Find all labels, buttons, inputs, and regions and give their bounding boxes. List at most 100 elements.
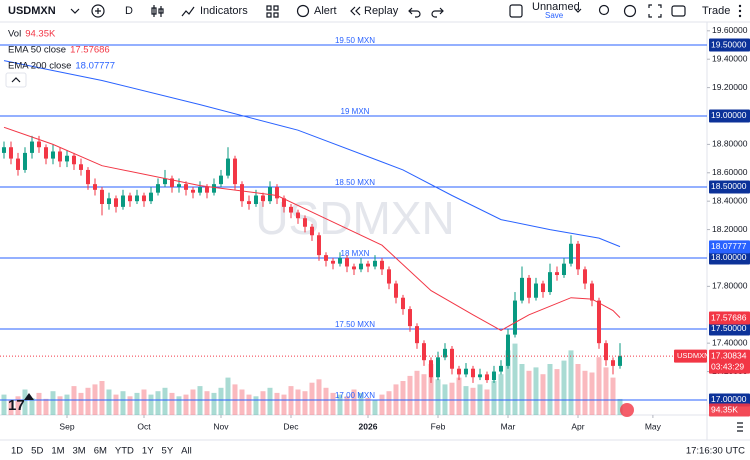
session-indicator[interactable] bbox=[620, 403, 634, 417]
candle-body bbox=[386, 269, 391, 284]
candle-body bbox=[449, 348, 454, 369]
volume-bar bbox=[50, 391, 56, 415]
volume-bar bbox=[274, 392, 280, 415]
volume-bar bbox=[1, 394, 7, 415]
range-button[interactable]: 1M bbox=[51, 446, 64, 457]
candle-body bbox=[337, 257, 342, 264]
alert-button[interactable]: Alert bbox=[314, 5, 337, 17]
y-tick-label: 18.60000 bbox=[712, 167, 748, 177]
range-button[interactable]: All bbox=[181, 446, 192, 457]
volume-bar bbox=[8, 399, 14, 415]
candle-body bbox=[372, 260, 377, 267]
candle-body bbox=[582, 269, 587, 284]
volume-bar bbox=[64, 394, 70, 415]
level-label: 18 MXN bbox=[341, 249, 370, 258]
candle-body bbox=[29, 141, 34, 153]
volume-bar bbox=[526, 370, 532, 415]
range-button[interactable]: 1Y bbox=[142, 446, 154, 457]
layout-name[interactable]: Unnamed bbox=[532, 1, 580, 13]
candle-body bbox=[36, 141, 41, 148]
legend-toggle[interactable] bbox=[5, 72, 27, 88]
volume-bar bbox=[435, 379, 441, 415]
candle-body bbox=[71, 155, 76, 165]
volume-bar bbox=[71, 386, 77, 415]
level-axis-label: 18.50000 bbox=[711, 181, 747, 191]
volume-bar bbox=[547, 364, 553, 415]
plot: 19.50 MXN 19 MXN 18.50 MXN 18 MXN 17.50 MXN 1… bbox=[0, 36, 707, 415]
last-price-box bbox=[709, 349, 750, 374]
volume-bar bbox=[456, 377, 462, 415]
candle-body bbox=[295, 212, 300, 219]
ema-price-tag-box bbox=[709, 240, 750, 254]
search-icon[interactable] bbox=[598, 4, 610, 16]
range-button[interactable]: 3M bbox=[73, 446, 86, 457]
volume-bar bbox=[22, 389, 28, 415]
x-tick-label: Mar bbox=[501, 421, 516, 431]
volume-bar bbox=[407, 375, 413, 415]
axis-settings-icon[interactable] bbox=[737, 422, 743, 432]
replay-icon[interactable] bbox=[350, 6, 361, 16]
ema-price-tag: 18.07777 bbox=[711, 241, 747, 251]
symbol-menu-icon[interactable] bbox=[70, 8, 80, 14]
fullscreen-icon[interactable] bbox=[648, 4, 662, 18]
candle-body bbox=[169, 178, 174, 187]
volume-bar bbox=[617, 398, 623, 415]
layout-checkbox[interactable] bbox=[509, 4, 523, 18]
save-status[interactable]: Save bbox=[545, 11, 564, 20]
legend-name: EMA 200 close bbox=[8, 61, 71, 72]
indicators-icon[interactable] bbox=[181, 6, 195, 17]
x-tick-label: Nov bbox=[213, 421, 229, 431]
snapshot-icon[interactable] bbox=[671, 5, 686, 17]
candle-body bbox=[498, 365, 503, 372]
layouts-icon[interactable] bbox=[266, 5, 279, 18]
candle-body bbox=[603, 343, 608, 361]
undo-icon[interactable] bbox=[408, 7, 421, 18]
candle-body bbox=[617, 355, 622, 366]
layout-menu-icon[interactable] bbox=[574, 8, 582, 13]
logo-mark bbox=[24, 393, 34, 400]
candle-body bbox=[519, 277, 524, 301]
range-button[interactable]: 5D bbox=[31, 446, 43, 457]
indicators-button[interactable]: Indicators bbox=[200, 5, 248, 17]
alert-icon[interactable] bbox=[296, 4, 310, 18]
volume-bar bbox=[169, 392, 175, 415]
candle-body bbox=[540, 283, 545, 293]
range-button[interactable]: YTD bbox=[115, 446, 134, 457]
level-label: 17.50 MXN bbox=[335, 320, 375, 329]
symbol[interactable]: USDMXN bbox=[8, 5, 56, 17]
chart-type-icon[interactable] bbox=[151, 5, 164, 17]
volume-bar bbox=[204, 391, 210, 415]
candle-body bbox=[141, 195, 146, 202]
candle-body bbox=[533, 283, 538, 298]
range-button[interactable]: 6M bbox=[94, 446, 107, 457]
volume-bar bbox=[484, 389, 490, 415]
candle-body bbox=[267, 186, 272, 202]
candle-body bbox=[22, 152, 27, 170]
replay-button[interactable]: Replay bbox=[364, 5, 399, 17]
candle-body bbox=[253, 195, 258, 205]
ema-price-tag-box bbox=[709, 311, 750, 325]
range-button[interactable]: 5Y bbox=[162, 446, 174, 457]
volume-bar bbox=[85, 387, 91, 415]
candle-body bbox=[204, 186, 209, 193]
candle-body bbox=[589, 283, 594, 301]
level-axis-label: 19.50000 bbox=[711, 39, 747, 49]
volume-bar bbox=[36, 392, 42, 415]
volume-bar bbox=[29, 398, 35, 415]
range-button[interactable]: 1D bbox=[11, 446, 23, 457]
settings-icon[interactable] bbox=[623, 4, 637, 18]
candle-body bbox=[99, 189, 104, 205]
redo-icon[interactable] bbox=[431, 7, 444, 18]
add-symbol-icon[interactable] bbox=[91, 4, 105, 18]
level-axis-label-box bbox=[709, 251, 750, 265]
y-tick-label: 18.40000 bbox=[712, 195, 748, 205]
volume-bar bbox=[253, 396, 259, 415]
volume-bar bbox=[113, 394, 119, 415]
candle-body bbox=[1, 147, 6, 153]
candle-body bbox=[491, 371, 496, 381]
candle-body bbox=[393, 283, 398, 298]
volume-bar bbox=[554, 369, 560, 415]
interval[interactable]: D bbox=[125, 5, 133, 17]
candle-body bbox=[162, 178, 167, 185]
trade-button[interactable]: Trade bbox=[702, 5, 730, 17]
